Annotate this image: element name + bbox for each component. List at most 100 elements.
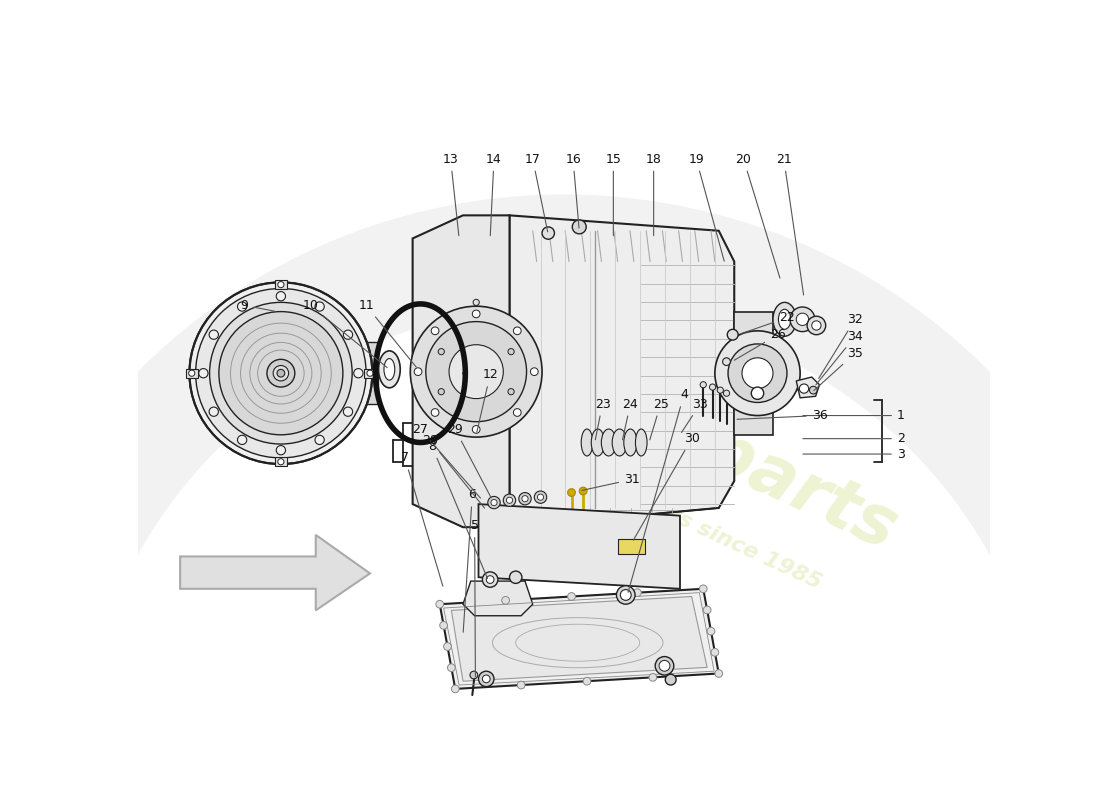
- Text: 10: 10: [302, 299, 387, 368]
- Circle shape: [724, 390, 729, 396]
- Circle shape: [580, 487, 587, 495]
- Text: 35: 35: [814, 346, 864, 390]
- Bar: [364, 369, 376, 378]
- Circle shape: [723, 358, 730, 366]
- Circle shape: [700, 382, 706, 388]
- Circle shape: [517, 682, 525, 689]
- Ellipse shape: [779, 310, 791, 330]
- Text: eurocarparts: eurocarparts: [421, 290, 909, 565]
- Bar: [618, 538, 645, 554]
- Text: 28: 28: [422, 434, 484, 508]
- Circle shape: [277, 370, 285, 377]
- Circle shape: [649, 674, 657, 682]
- Circle shape: [542, 227, 554, 239]
- Polygon shape: [796, 377, 820, 398]
- Circle shape: [796, 313, 808, 326]
- Circle shape: [620, 590, 631, 600]
- Text: 27: 27: [412, 423, 481, 498]
- Text: 25: 25: [650, 398, 669, 440]
- Circle shape: [521, 496, 528, 502]
- Circle shape: [717, 387, 724, 394]
- Text: 3: 3: [803, 447, 905, 461]
- Circle shape: [487, 496, 500, 509]
- Text: 31: 31: [582, 473, 640, 490]
- Bar: [275, 280, 287, 290]
- Circle shape: [219, 311, 343, 435]
- Circle shape: [751, 387, 763, 399]
- Bar: [186, 369, 198, 378]
- Circle shape: [711, 649, 718, 656]
- Circle shape: [443, 642, 451, 650]
- Circle shape: [535, 491, 547, 503]
- Polygon shape: [440, 589, 718, 689]
- Circle shape: [354, 369, 363, 378]
- Text: 18: 18: [646, 153, 661, 236]
- Circle shape: [343, 330, 353, 339]
- Circle shape: [438, 389, 444, 394]
- Circle shape: [728, 344, 786, 402]
- Text: 12: 12: [476, 368, 498, 432]
- Text: 8: 8: [428, 440, 487, 578]
- Polygon shape: [180, 535, 370, 610]
- Ellipse shape: [773, 302, 796, 336]
- Circle shape: [583, 678, 591, 685]
- Circle shape: [715, 331, 800, 415]
- Circle shape: [276, 291, 286, 301]
- Circle shape: [315, 435, 324, 445]
- Text: 23: 23: [595, 398, 610, 440]
- Circle shape: [273, 366, 288, 381]
- Circle shape: [656, 657, 674, 675]
- Circle shape: [276, 446, 286, 455]
- Polygon shape: [463, 581, 532, 616]
- Polygon shape: [509, 215, 735, 527]
- Circle shape: [715, 670, 723, 678]
- Circle shape: [666, 674, 676, 685]
- Circle shape: [659, 661, 670, 671]
- Circle shape: [519, 493, 531, 505]
- Circle shape: [508, 349, 514, 354]
- Bar: [275, 457, 287, 466]
- Circle shape: [491, 499, 497, 506]
- Text: 2: 2: [803, 432, 905, 445]
- Polygon shape: [364, 342, 377, 404]
- Ellipse shape: [613, 429, 627, 456]
- Circle shape: [710, 384, 716, 390]
- Circle shape: [483, 572, 498, 587]
- Circle shape: [727, 330, 738, 340]
- Polygon shape: [478, 504, 680, 589]
- Circle shape: [451, 685, 459, 693]
- Text: 15: 15: [605, 153, 621, 236]
- Circle shape: [502, 597, 509, 604]
- Text: 5: 5: [471, 519, 478, 677]
- Circle shape: [238, 302, 246, 311]
- Circle shape: [473, 299, 480, 306]
- Ellipse shape: [624, 429, 637, 456]
- Circle shape: [568, 489, 575, 496]
- Text: 7: 7: [400, 451, 443, 586]
- Text: 11: 11: [359, 299, 416, 367]
- Circle shape: [315, 302, 324, 311]
- Circle shape: [470, 671, 477, 679]
- Circle shape: [189, 282, 372, 464]
- Circle shape: [189, 370, 195, 376]
- Circle shape: [438, 349, 444, 354]
- Circle shape: [267, 359, 295, 387]
- Polygon shape: [412, 215, 509, 527]
- Text: 22: 22: [740, 311, 795, 334]
- Circle shape: [742, 358, 773, 389]
- Circle shape: [210, 302, 352, 444]
- Circle shape: [209, 407, 219, 416]
- Text: 33: 33: [682, 398, 708, 433]
- Circle shape: [700, 585, 707, 593]
- Circle shape: [790, 307, 815, 332]
- Ellipse shape: [592, 429, 604, 456]
- Circle shape: [278, 458, 284, 465]
- Ellipse shape: [636, 429, 647, 456]
- Text: 36: 36: [737, 409, 827, 422]
- Circle shape: [449, 345, 504, 398]
- Ellipse shape: [581, 429, 593, 456]
- Polygon shape: [735, 312, 773, 435]
- Circle shape: [367, 370, 373, 376]
- Text: 19: 19: [689, 153, 724, 261]
- Ellipse shape: [602, 429, 616, 456]
